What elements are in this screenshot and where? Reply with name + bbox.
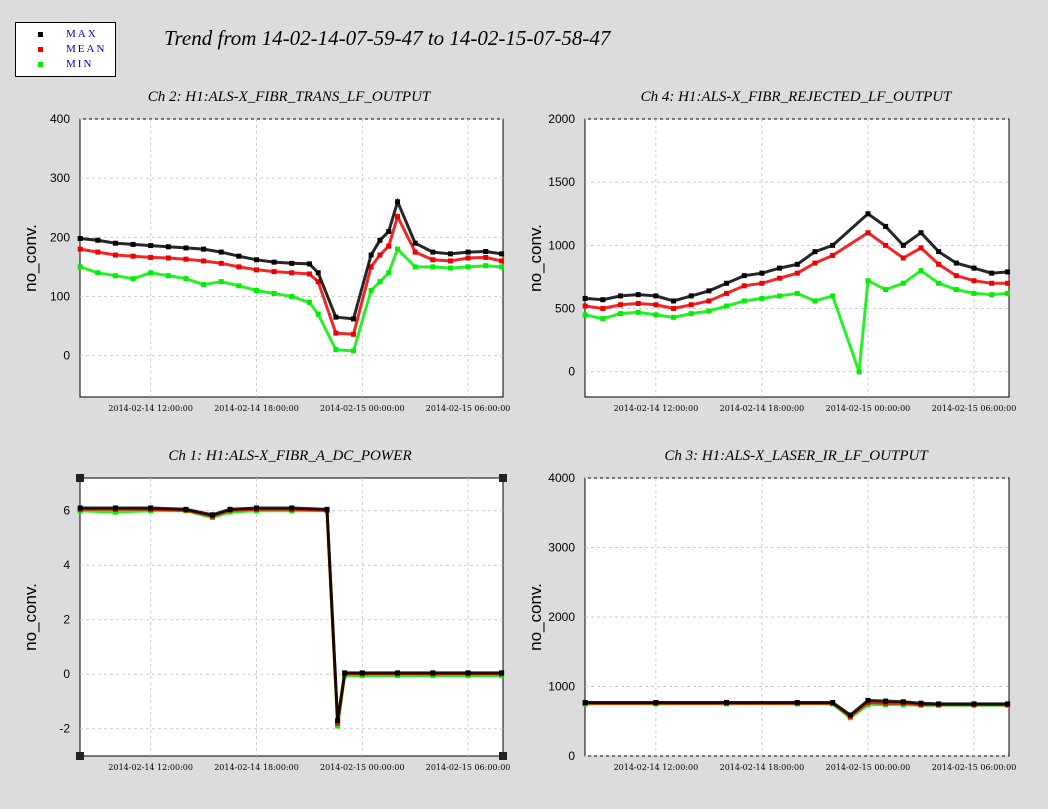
y-tick-label: 0 — [63, 667, 70, 681]
y-tick-label: 0 — [63, 349, 70, 363]
legend-marker-mean — [38, 47, 43, 52]
legend-item-min: MIN — [16, 58, 115, 72]
data-point-max — [582, 699, 588, 705]
x-tick-label: 2014-02-15 06:00:00 — [932, 763, 1017, 772]
chart-title: Ch 1: H1:ALS-X_FIBR_A_DC_POWER — [168, 448, 411, 464]
x-tick-label: 2014-02-15 06:00:00 — [426, 404, 511, 413]
plot-area-2 — [79, 477, 504, 757]
x-tick-label: 2014-02-14 12:00:00 — [614, 404, 699, 413]
x-tick-label: 2014-02-15 00:00:00 — [320, 404, 405, 413]
data-point-mean — [582, 303, 588, 309]
legend-item-mean: MEAN — [16, 43, 115, 57]
x-tick-label: 2014-02-15 00:00:00 — [320, 763, 405, 772]
y-axis-label: no_conv. — [21, 583, 40, 651]
corner-marker — [76, 474, 84, 482]
x-tick-label: 2014-02-14 18:00:00 — [720, 763, 805, 772]
corner-marker — [76, 752, 84, 760]
y-tick-label: 6 — [63, 504, 70, 518]
data-point-max — [582, 295, 588, 301]
data-point-mean — [77, 246, 83, 252]
y-tick-label: 2000 — [548, 610, 575, 624]
y-tick-label: 0 — [568, 365, 575, 379]
y-tick-label: 200 — [50, 230, 70, 244]
y-tick-label: 1000 — [548, 238, 575, 252]
corner-marker — [499, 752, 507, 760]
y-axis-label: no_conv. — [21, 224, 40, 292]
chart-title: Ch 4: H1:ALS-X_FIBR_REJECTED_LF_OUTPUT — [641, 89, 953, 105]
legend-item-max: MAX — [16, 28, 115, 42]
series-trace-max — [80, 506, 502, 721]
y-tick-label: 400 — [50, 112, 70, 126]
y-tick-label: 2000 — [548, 112, 575, 126]
y-axis-label: no_conv. — [526, 224, 545, 292]
series-trace-min — [584, 268, 1008, 373]
y-tick-label: 100 — [50, 289, 70, 303]
y-tick-label: 1500 — [548, 175, 575, 189]
plot-area-1 — [584, 118, 1010, 398]
main-title: Trend from 14-02-14-07-59-47 to 14-02-15… — [164, 26, 611, 50]
series-trace-max — [80, 197, 502, 321]
y-tick-label: 4000 — [548, 471, 575, 485]
chart-title: Ch 3: H1:ALS-X_LASER_IR_LF_OUTPUT — [664, 448, 929, 464]
legend-marker-max — [38, 32, 43, 37]
y-tick-label: 0 — [568, 749, 575, 763]
series-trace-min — [79, 246, 502, 353]
series-trace-max — [585, 211, 1008, 303]
y-tick-label: 3000 — [548, 541, 575, 555]
chart-title: Ch 2: H1:ALS-X_FIBR_TRANS_LF_OUTPUT — [148, 89, 432, 105]
x-tick-label: 2014-02-14 12:00:00 — [108, 404, 193, 413]
y-tick-label: 2 — [63, 613, 70, 627]
y-tick-label: 4 — [63, 558, 70, 572]
y-tick-label: 500 — [555, 302, 575, 316]
series-trace-mean — [79, 212, 502, 336]
data-point-max — [77, 505, 83, 511]
series-trace-max — [585, 698, 1008, 717]
legend-label-mean: MEAN — [66, 43, 107, 55]
y-tick-label: 300 — [50, 171, 70, 185]
legend: MAX MEAN MIN — [15, 22, 116, 77]
legend-label-max: MAX — [66, 28, 98, 40]
x-tick-label: 2014-02-14 18:00:00 — [214, 763, 299, 772]
legend-label-min: MIN — [66, 58, 94, 70]
x-tick-label: 2014-02-15 06:00:00 — [932, 404, 1017, 413]
x-tick-label: 2014-02-14 18:00:00 — [214, 404, 299, 413]
data-point-min — [582, 312, 588, 318]
data-point-min — [77, 264, 83, 270]
x-tick-label: 2014-02-15 06:00:00 — [426, 763, 511, 772]
corner-marker — [499, 474, 507, 482]
x-tick-label: 2014-02-14 12:00:00 — [108, 763, 193, 772]
y-tick-label: 1000 — [548, 680, 575, 694]
x-tick-label: 2014-02-14 18:00:00 — [720, 404, 805, 413]
x-tick-label: 2014-02-15 00:00:00 — [826, 763, 911, 772]
legend-marker-min — [38, 62, 43, 67]
series-trace-mean — [584, 230, 1008, 311]
x-tick-label: 2014-02-15 00:00:00 — [826, 404, 911, 413]
y-axis-label: no_conv. — [526, 583, 545, 651]
x-tick-label: 2014-02-14 12:00:00 — [614, 763, 699, 772]
data-point-max — [77, 235, 83, 241]
y-tick-label: -2 — [59, 722, 70, 736]
